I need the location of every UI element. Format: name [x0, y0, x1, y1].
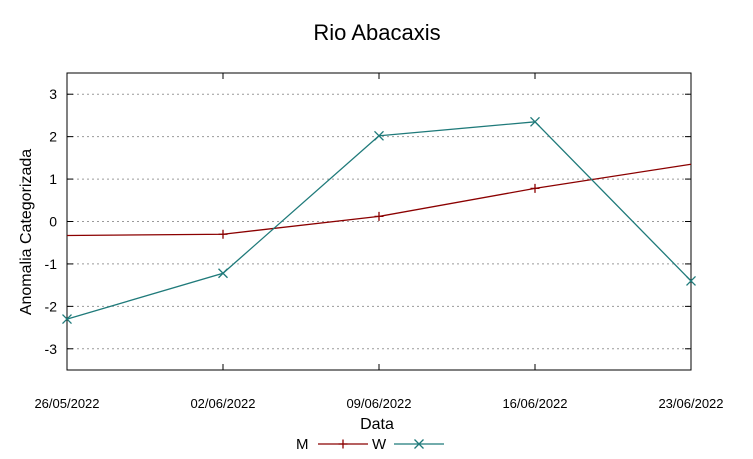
y-axis-label: Anomalia Categorizada	[18, 149, 35, 315]
y-tick-label: -1	[45, 256, 58, 272]
series-m	[66, 163, 692, 239]
x-tick-label: 26/05/2022	[34, 396, 99, 411]
data-point	[374, 130, 384, 141]
y-tick-label: -3	[45, 341, 58, 357]
data-point	[414, 439, 424, 449]
y-tick-label: 3	[49, 86, 57, 102]
legend-label: M	[296, 436, 309, 453]
data-point	[62, 314, 72, 325]
y-tick-label: 0	[49, 214, 57, 230]
x-axis-ticks: 26/05/2022 02/06/2022 09/06/2022 16/06/2022…	[34, 73, 724, 411]
legend-item-m: M	[296, 436, 368, 453]
series-w	[62, 116, 696, 325]
x-tick-label: 16/06/2022	[502, 396, 567, 411]
y-axis-ticks: 3 2 1 0 -1 -2 -3	[45, 86, 691, 357]
y-tick-label: 1	[49, 171, 57, 187]
legend-item-w: W	[372, 436, 444, 453]
series-line	[66, 163, 692, 237]
grid	[67, 93, 691, 350]
chart-title: Rio Abacaxis	[313, 20, 440, 45]
x-tick-label: 23/06/2022	[658, 396, 723, 411]
x-tick-label: 02/06/2022	[190, 396, 255, 411]
data-point	[530, 183, 540, 193]
data-point	[686, 275, 696, 286]
data-point	[338, 439, 348, 449]
data-point	[374, 211, 384, 221]
legend-label: W	[372, 436, 387, 453]
data-point	[218, 268, 228, 279]
data-point	[530, 116, 540, 127]
y-tick-label: -2	[45, 298, 58, 314]
y-tick-label: 2	[49, 129, 57, 145]
x-axis-label: Data	[360, 416, 394, 433]
series-layer	[62, 116, 696, 325]
x-tick-label: 09/06/2022	[346, 396, 411, 411]
data-point	[218, 229, 228, 239]
